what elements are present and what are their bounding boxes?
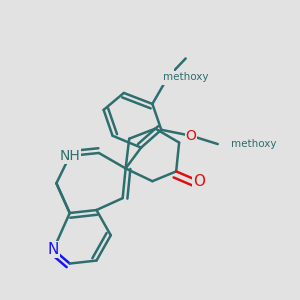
Text: O: O [193, 174, 205, 189]
Text: O: O [162, 70, 173, 84]
Text: methoxy: methoxy [231, 139, 277, 149]
Text: NH: NH [59, 149, 80, 163]
Text: N: N [48, 242, 59, 257]
Text: O: O [186, 129, 196, 143]
Text: methoxy: methoxy [163, 72, 208, 82]
